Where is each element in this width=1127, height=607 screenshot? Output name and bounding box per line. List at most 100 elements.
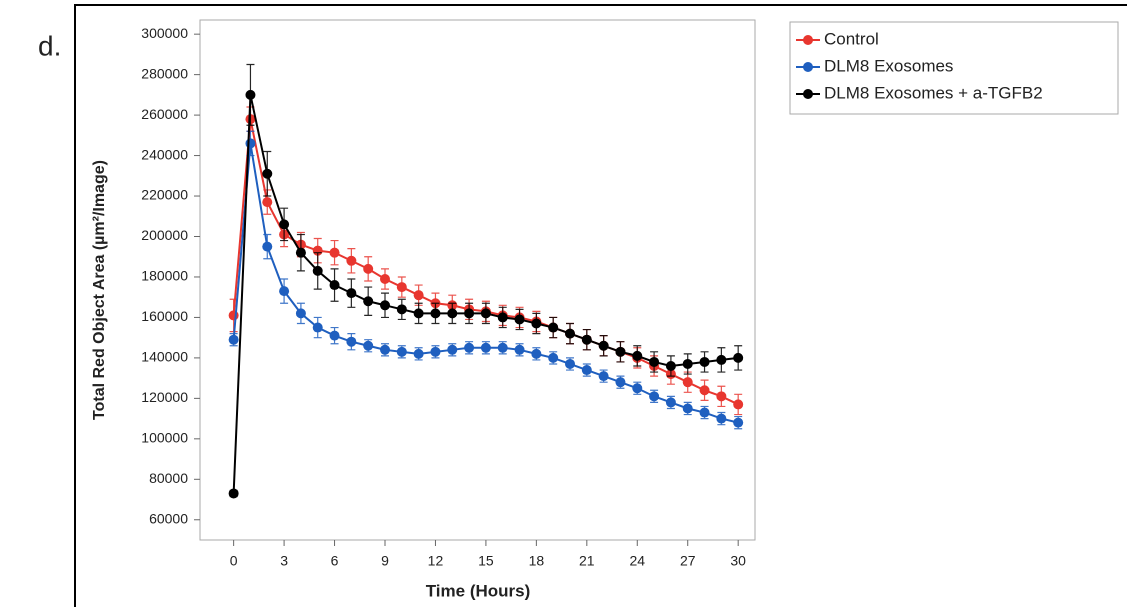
- y-tick-label: 60000: [149, 510, 188, 526]
- data-point: [396, 346, 407, 357]
- y-tick-label: 240000: [141, 146, 188, 162]
- data-point: [565, 328, 575, 339]
- data-point: [699, 356, 710, 367]
- data-point: [464, 342, 475, 353]
- data-point: [682, 403, 693, 414]
- data-point: [581, 365, 592, 376]
- data-point: [497, 312, 508, 323]
- legend-marker: [803, 62, 813, 72]
- data-point: [346, 336, 357, 347]
- x-axis-title: Time (Hours): [426, 581, 531, 600]
- panel-label: d.: [38, 30, 61, 61]
- x-tick-label: 30: [730, 553, 746, 569]
- data-point: [363, 296, 374, 307]
- x-tick-label: 27: [680, 553, 696, 569]
- figure-frame: [74, 4, 1127, 607]
- data-point: [396, 304, 407, 315]
- x-tick-label: 6: [331, 553, 339, 569]
- legend-label: DLM8 Exosomes: [824, 56, 953, 75]
- data-point: [295, 247, 306, 258]
- x-tick-label: 0: [230, 553, 238, 569]
- data-point: [413, 290, 424, 301]
- legend-label: DLM8 Exosomes + a-TGFB2: [824, 83, 1043, 102]
- data-point: [447, 344, 458, 355]
- legend-marker: [803, 89, 813, 99]
- x-tick-label: 15: [478, 553, 494, 569]
- data-point: [413, 348, 424, 359]
- data-point: [480, 308, 491, 319]
- data-point: [632, 350, 643, 361]
- legend-label: Control: [824, 29, 879, 48]
- data-point: [312, 265, 323, 276]
- y-tick-label: 100000: [141, 430, 188, 446]
- data-point: [363, 263, 374, 274]
- data-point: [497, 342, 508, 353]
- data-point: [396, 282, 407, 293]
- data-point: [514, 344, 525, 355]
- data-point: [480, 342, 491, 353]
- series-line: [232, 143, 739, 424]
- data-point: [716, 391, 727, 402]
- x-tick-label: 3: [280, 553, 288, 569]
- data-point: [295, 308, 306, 319]
- data-point: [699, 407, 710, 418]
- data-point: [733, 399, 744, 410]
- data-point: [380, 344, 390, 355]
- data-point: [733, 417, 744, 428]
- data-point: [548, 322, 559, 333]
- data-point: [665, 397, 676, 408]
- y-tick-label: 180000: [141, 268, 188, 284]
- data-point: [245, 138, 256, 149]
- data-point: [346, 255, 357, 266]
- data-point: [447, 308, 458, 319]
- data-point: [262, 197, 273, 208]
- legend-box: [789, 21, 1119, 115]
- y-axis-title: Total Red Object Area (µm²/Image): [91, 160, 108, 420]
- data-point: [548, 352, 559, 363]
- data-point: [228, 310, 239, 321]
- data-point: [531, 318, 542, 329]
- data-point: [363, 340, 374, 351]
- data-point: [716, 413, 727, 424]
- data-point: [615, 377, 626, 388]
- y-tick-label: 80000: [149, 470, 188, 486]
- data-point: [598, 340, 609, 351]
- data-point: [632, 383, 643, 394]
- data-point: [329, 247, 340, 258]
- data-point: [464, 308, 475, 319]
- data-point: [380, 300, 390, 311]
- y-tick-label: 220000: [141, 187, 188, 203]
- data-point: [699, 385, 710, 396]
- data-point: [228, 334, 239, 345]
- data-point: [581, 334, 592, 345]
- y-tick-label: 160000: [141, 308, 188, 324]
- data-point: [245, 89, 256, 100]
- x-tick-label: 18: [529, 553, 545, 569]
- series-line: [232, 94, 739, 494]
- data-point: [413, 308, 424, 319]
- data-point: [430, 346, 441, 357]
- y-tick-label: 260000: [141, 106, 188, 122]
- data-point: [312, 322, 323, 333]
- data-point: [514, 314, 525, 325]
- data-point: [733, 352, 744, 363]
- y-tick-label: 280000: [141, 65, 188, 81]
- y-tick-label: 120000: [141, 389, 188, 405]
- data-point: [380, 273, 390, 284]
- data-point: [682, 377, 693, 388]
- x-tick-label: 21: [579, 553, 595, 569]
- data-point: [665, 360, 676, 371]
- data-point: [329, 280, 340, 291]
- data-point: [228, 488, 239, 499]
- y-tick-label: 300000: [141, 25, 188, 41]
- data-point: [279, 286, 290, 297]
- data-point: [262, 168, 273, 179]
- legend-marker: [803, 35, 813, 45]
- x-tick-label: 24: [629, 553, 645, 569]
- data-point: [531, 348, 542, 359]
- data-point: [565, 358, 575, 369]
- data-point: [430, 308, 441, 319]
- data-point: [615, 346, 626, 357]
